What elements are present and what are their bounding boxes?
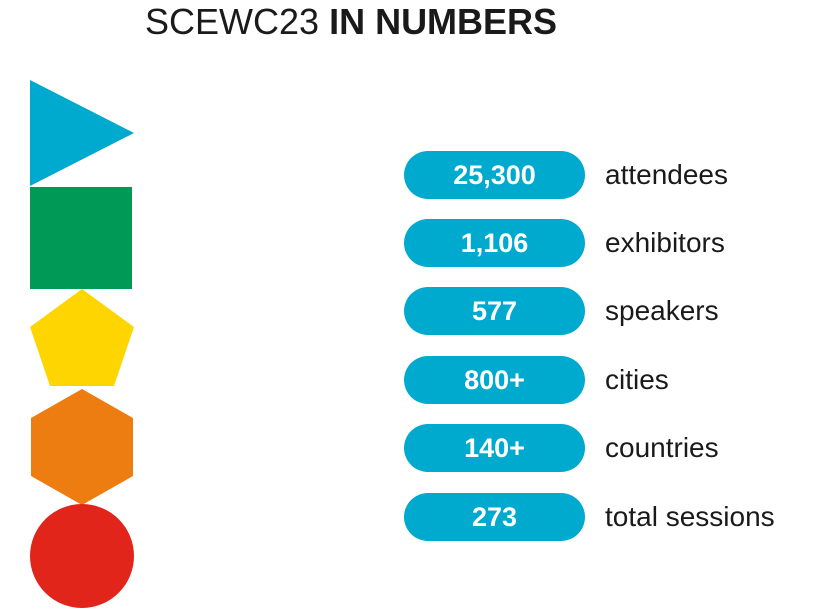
stat-countries: 140+ countries <box>404 424 824 472</box>
stat-attendees: 25,300 attendees <box>404 151 824 199</box>
circle-icon <box>30 504 134 608</box>
triangle-icon <box>30 80 134 186</box>
stat-value-badge: 273 <box>404 493 585 541</box>
stat-total-sessions: 273 total sessions <box>404 493 824 541</box>
stat-label: attendees <box>605 159 728 190</box>
stat-value-badge: 577 <box>404 287 585 335</box>
page-title: SCEWC23 IN NUMBERS <box>145 0 557 44</box>
stat-label: exhibitors <box>605 227 725 258</box>
title-event-name: SCEWC23 <box>145 1 320 42</box>
square-icon <box>30 187 132 289</box>
decorative-shapes <box>30 80 134 608</box>
stat-value-badge: 800+ <box>404 356 585 404</box>
title-in-numbers: IN NUMBERS <box>329 1 558 42</box>
stat-label: speakers <box>605 295 719 326</box>
stat-label: total sessions <box>605 501 775 532</box>
stat-cities: 800+ cities <box>404 356 824 404</box>
stat-value-badge: 25,300 <box>404 151 585 199</box>
stat-label: cities <box>605 364 669 395</box>
stat-value-badge: 1,106 <box>404 219 585 267</box>
stat-label: countries <box>605 432 719 463</box>
stat-value-badge: 140+ <box>404 424 585 472</box>
stat-speakers: 577 speakers <box>404 287 824 335</box>
stat-exhibitors: 1,106 exhibitors <box>404 219 824 267</box>
hexagon-icon <box>31 389 133 505</box>
pentagon-icon <box>30 289 134 386</box>
